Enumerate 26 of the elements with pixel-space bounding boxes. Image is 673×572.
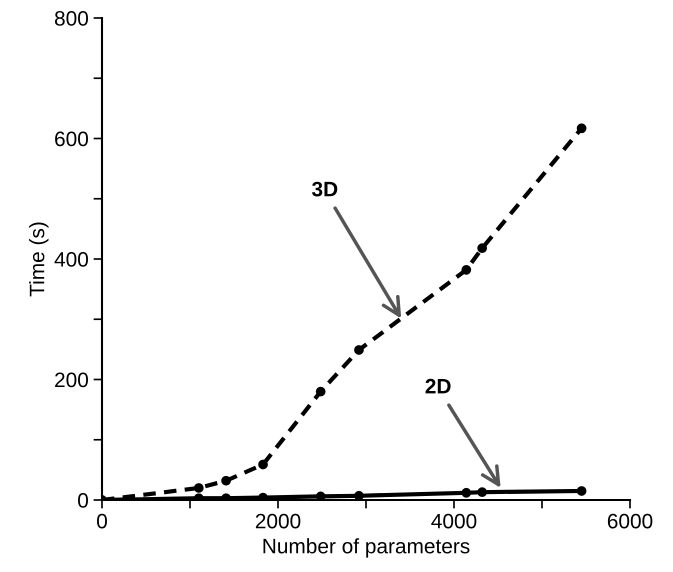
point	[477, 243, 488, 254]
x-tick-label: 6000	[608, 514, 652, 528]
annotation: 2D	[426, 378, 451, 394]
x-tick-label: 2000	[256, 514, 300, 528]
point	[477, 487, 488, 498]
x-tick-label: 4000	[431, 514, 476, 528]
annotation: 3D	[312, 182, 338, 197]
point	[461, 488, 472, 498]
point	[576, 486, 586, 496]
point	[194, 483, 204, 493]
point	[221, 476, 231, 486]
x-axis-title: Number of parameters	[264, 538, 470, 558]
y-axis-title: Time (s)	[29, 222, 48, 296]
point	[354, 490, 364, 500]
point	[576, 123, 586, 134]
point	[461, 264, 472, 275]
point	[316, 386, 326, 396]
point	[354, 345, 364, 355]
y-tick-label: 400	[54, 252, 88, 267]
y-tick-label: 600	[55, 132, 88, 146]
y-tick-label: 800	[54, 11, 88, 26]
point	[316, 492, 326, 500]
x-tick-label: 0	[97, 514, 107, 528]
y-tick-label: 0	[78, 493, 88, 508]
point	[258, 460, 268, 470]
y-tick-label: 200	[55, 372, 88, 388]
